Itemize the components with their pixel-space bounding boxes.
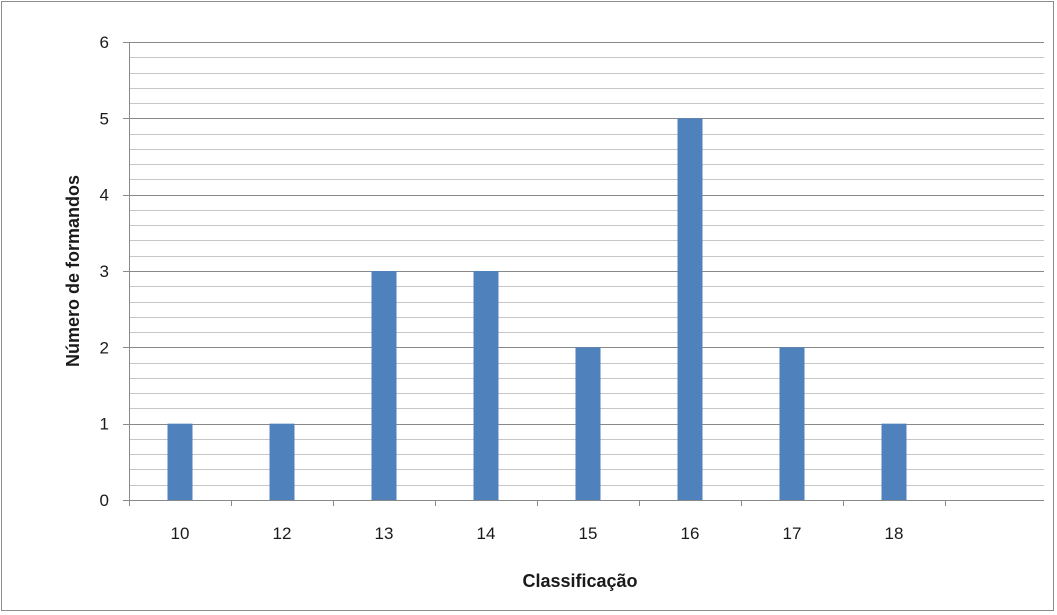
x-tick-label: 17 [783, 524, 802, 543]
x-axis-title: Classificação [522, 571, 637, 591]
bar-18 [881, 423, 907, 500]
bar-12 [269, 423, 295, 500]
bar-10 [167, 423, 193, 500]
bar-15 [575, 347, 601, 500]
x-tick-label: 10 [171, 524, 190, 543]
bar-16 [677, 118, 703, 500]
bar-13 [371, 271, 397, 500]
x-tick-label: 14 [477, 524, 496, 543]
y-tick-label: 2 [100, 338, 109, 357]
x-tick-label: 12 [273, 524, 292, 543]
y-tick-label: 5 [100, 109, 109, 128]
minor-gridlines [129, 57, 1044, 486]
y-tick-label: 0 [100, 491, 109, 510]
axes [123, 42, 1044, 506]
x-tick-label: 16 [681, 524, 700, 543]
y-tick-labels: 0 1 2 3 4 5 6 [100, 33, 109, 510]
x-tick-label: 18 [885, 524, 904, 543]
x-tick-labels: 10 12 13 14 15 16 17 18 [171, 524, 904, 543]
y-tick-label: 4 [100, 186, 109, 205]
y-tick-label: 6 [100, 33, 109, 52]
bars [167, 118, 907, 500]
y-tick-label: 3 [100, 262, 109, 281]
y-tick-label: 1 [100, 415, 109, 434]
y-axis-title: Número de formandos [63, 175, 83, 367]
x-tick-label: 15 [579, 524, 598, 543]
bar-14 [473, 271, 499, 500]
bar-17 [779, 347, 805, 500]
x-tick-label: 13 [375, 524, 394, 543]
